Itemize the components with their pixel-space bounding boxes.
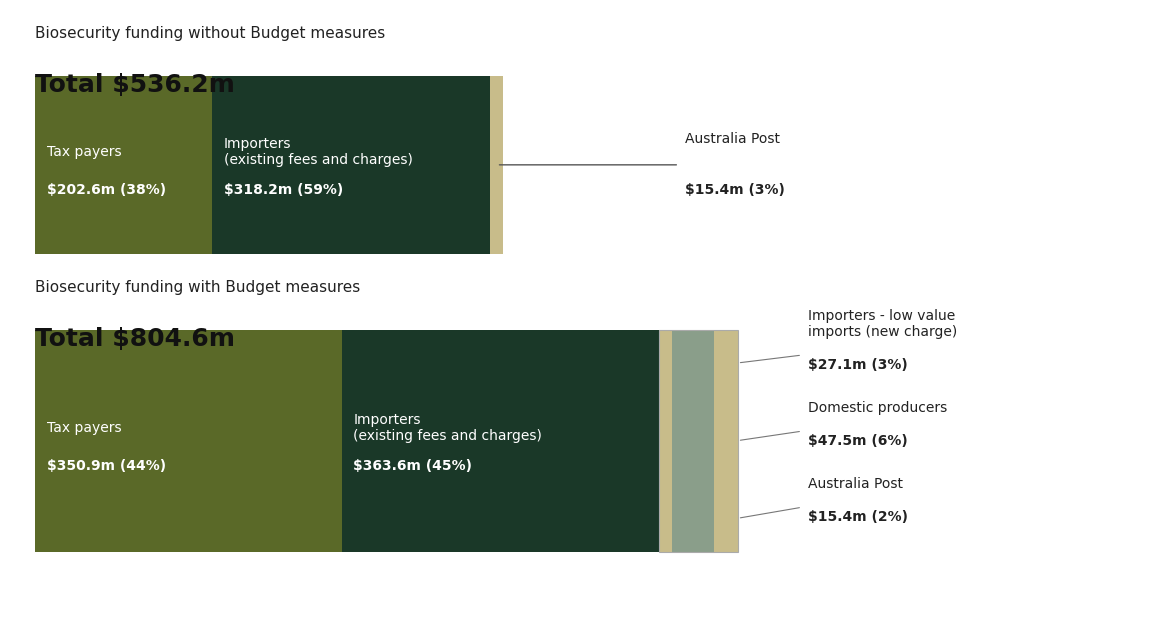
FancyBboxPatch shape [489,76,504,254]
FancyBboxPatch shape [714,330,738,552]
Text: $27.1m (3%): $27.1m (3%) [808,358,908,372]
Text: Importers - low value
imports (new charge): Importers - low value imports (new charg… [808,309,957,339]
Text: Total $536.2m: Total $536.2m [35,73,235,97]
FancyBboxPatch shape [35,330,342,552]
FancyBboxPatch shape [659,330,672,552]
Text: Importers
(existing fees and charges): Importers (existing fees and charges) [224,137,412,167]
FancyBboxPatch shape [672,330,714,552]
Text: Importers
(existing fees and charges): Importers (existing fees and charges) [354,413,542,443]
Text: Tax payers: Tax payers [47,421,122,435]
Text: Domestic producers: Domestic producers [808,401,947,415]
Text: $318.2m (59%): $318.2m (59%) [224,183,343,197]
Text: $202.6m (38%): $202.6m (38%) [47,183,166,197]
FancyBboxPatch shape [342,330,659,552]
Text: $15.4m (3%): $15.4m (3%) [685,183,785,197]
Text: $47.5m (6%): $47.5m (6%) [808,434,908,448]
Text: Tax payers: Tax payers [47,145,122,159]
Text: $350.9m (44%): $350.9m (44%) [47,459,166,473]
Text: Australia Post: Australia Post [808,477,903,491]
FancyBboxPatch shape [212,76,489,254]
Text: Biosecurity funding with Budget measures: Biosecurity funding with Budget measures [35,280,361,295]
Text: $15.4m (2%): $15.4m (2%) [808,510,908,524]
FancyBboxPatch shape [35,76,212,254]
Text: Total $804.6m: Total $804.6m [35,327,235,351]
Text: $363.6m (45%): $363.6m (45%) [354,459,472,473]
Text: Australia Post: Australia Post [685,133,780,146]
Text: Biosecurity funding without Budget measures: Biosecurity funding without Budget measu… [35,26,385,41]
